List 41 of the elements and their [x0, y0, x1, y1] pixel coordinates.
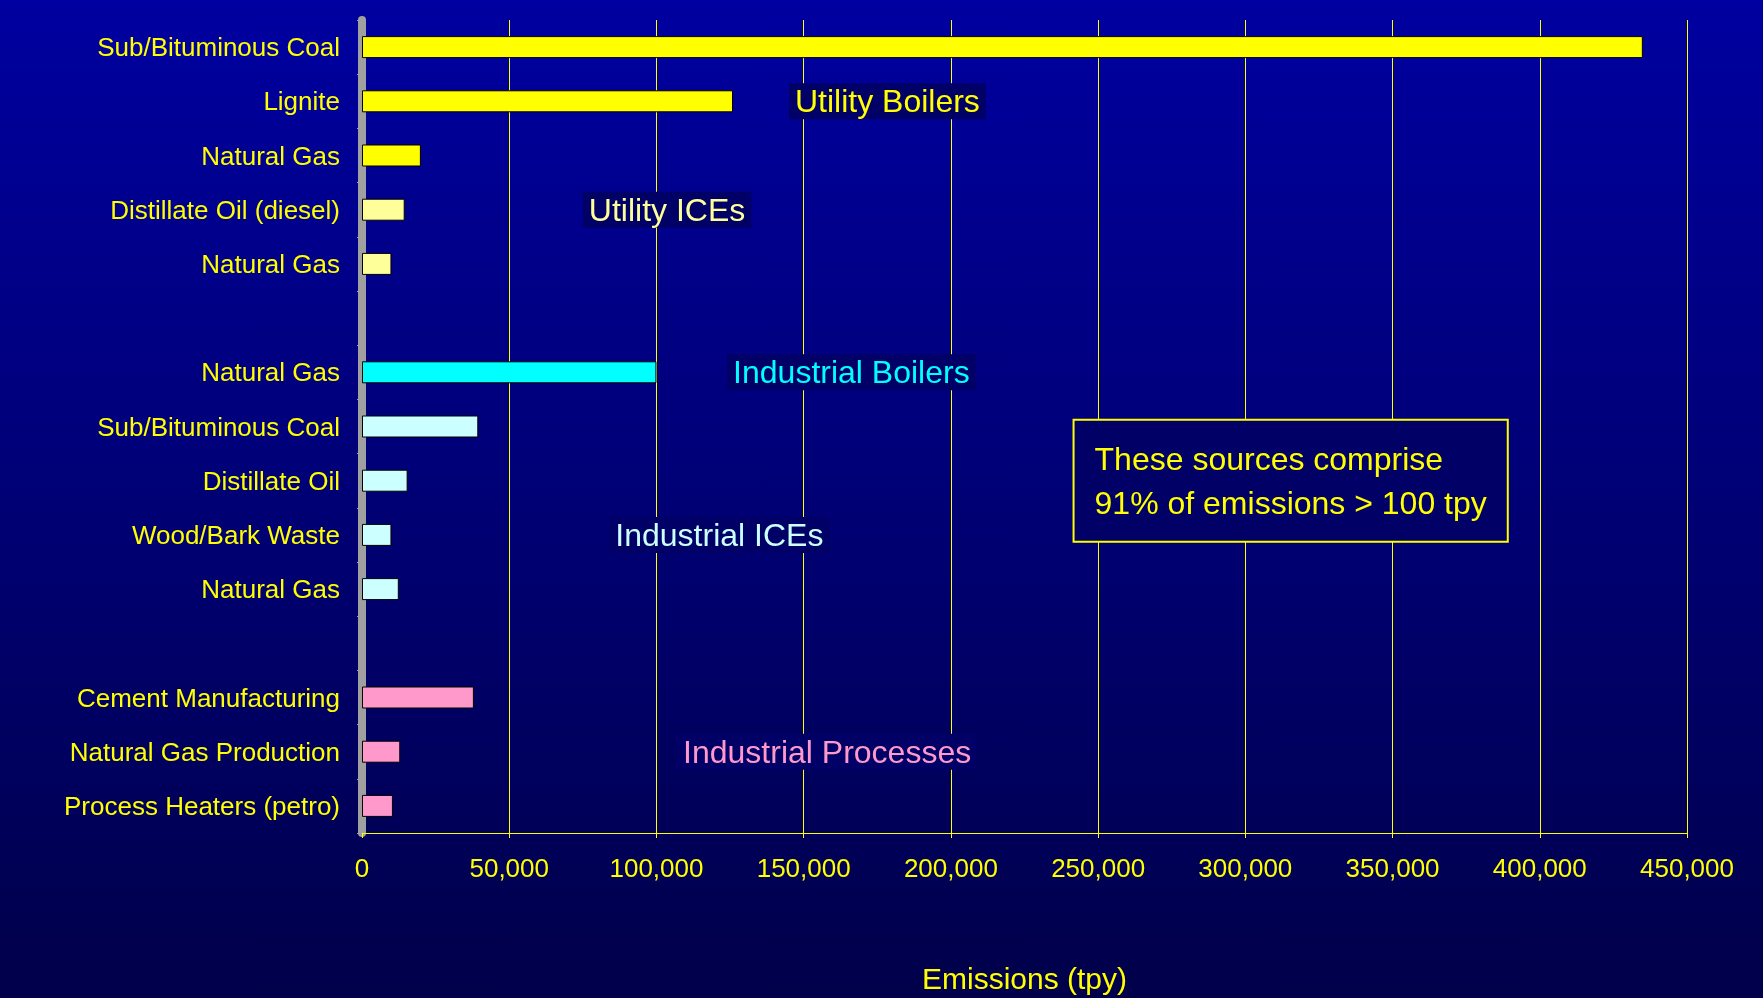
annotation: Utility Boilers — [794, 83, 980, 120]
y-tick-label: Wood/Bark Waste — [131, 519, 340, 550]
y-tick-label: Natural Gas — [201, 140, 340, 171]
x-tick-label: 300,000 — [1198, 853, 1293, 883]
bar — [362, 469, 408, 492]
x-tick-label: 350,000 — [1345, 853, 1440, 883]
bar — [362, 198, 405, 221]
y-tick-label: Natural Gas — [201, 357, 340, 388]
y-tick-label: Sub/Bituminous Coal — [97, 32, 340, 63]
y-tick-label: Lignite — [263, 86, 340, 117]
x-tick-label: 50,000 — [469, 853, 549, 883]
bar — [362, 686, 474, 709]
x-tick-label: 200,000 — [903, 853, 998, 883]
x-axis-title: Emissions (tpy) — [921, 961, 1128, 995]
bar — [362, 415, 479, 438]
x-tick-label: 100,000 — [609, 853, 704, 883]
x-tick-label: 400,000 — [1492, 853, 1587, 883]
y-tick-label: Process Heaters (petro) — [64, 790, 340, 821]
bar — [362, 523, 392, 546]
annotation: Industrial Processes — [683, 733, 972, 770]
annotation: Utility ICEs — [588, 191, 746, 228]
bar — [362, 740, 401, 763]
x-tick-label: 0 — [354, 853, 370, 883]
y-tick-label: Natural Gas Production — [69, 736, 340, 767]
x-tick-label: 450,000 — [1640, 853, 1734, 883]
y-tick-label: Natural Gas — [201, 248, 340, 279]
x-tick-label: 150,000 — [756, 853, 851, 883]
y-tick-label: Distillate Oil (diesel) — [110, 194, 340, 225]
bar — [362, 361, 657, 384]
bar — [362, 794, 393, 817]
annotation: These sources comprise 91% of emissions > 100 tpy — [1094, 440, 1487, 521]
annotation: Industrial Boilers — [733, 354, 970, 391]
y-tick-label: Sub/Bituminous Coal — [97, 411, 340, 442]
y-tick-label: Distillate Oil — [202, 465, 340, 496]
bar — [362, 144, 421, 167]
bar — [362, 578, 399, 601]
bar — [362, 252, 392, 275]
x-tick-label: 250,000 — [1051, 853, 1146, 883]
y-tick-label: Natural Gas — [201, 574, 340, 605]
y-tick-label: Cement Manufacturing — [76, 682, 340, 713]
annotation: Industrial ICEs — [615, 516, 824, 553]
